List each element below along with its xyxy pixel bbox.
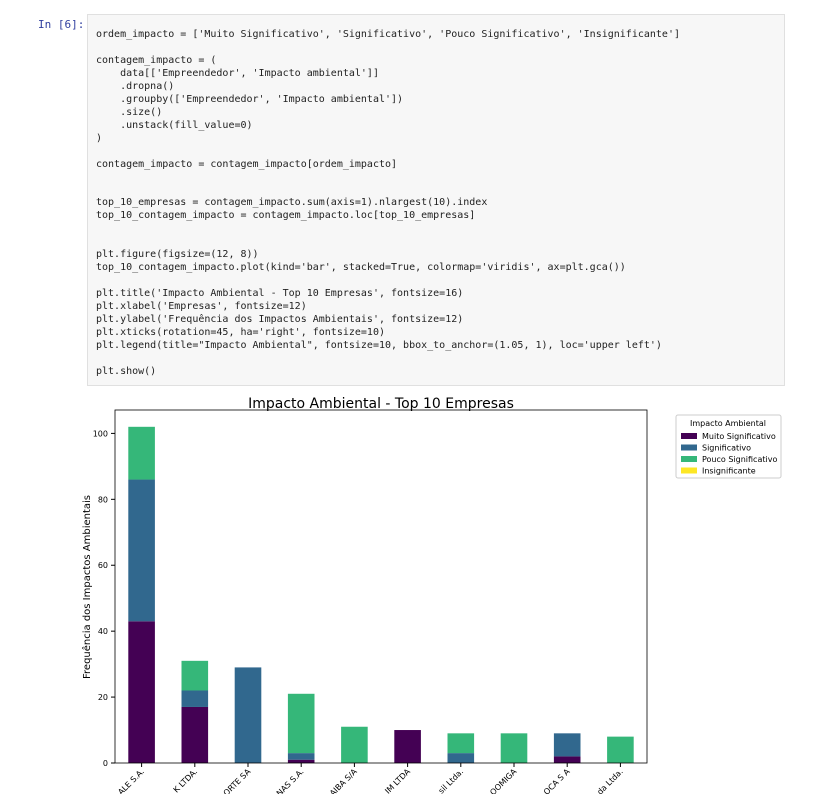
y-tick-label: 60	[98, 561, 108, 570]
legend-swatch	[681, 444, 697, 451]
y-axis-label: Frequência dos Impactos Ambientais	[81, 495, 93, 679]
bar-segment	[341, 726, 368, 763]
bar-segment	[500, 733, 528, 763]
bar-segment	[128, 621, 155, 763]
bar-segment	[394, 730, 421, 763]
x-tick-label: ORTE SA	[222, 767, 253, 794]
bar-segment	[447, 753, 475, 763]
legend-label: Muito Significativo	[702, 432, 776, 441]
x-tick-label: K LTDA.	[172, 767, 200, 794]
y-tick-label: 40	[98, 627, 108, 636]
code-text: ordem_impacto = ['Muito Significativo', …	[96, 29, 680, 377]
legend-swatch	[681, 456, 697, 462]
legend-label: Pouco Significativo	[702, 455, 777, 464]
legend-swatch	[681, 467, 697, 474]
plot-frame	[114, 409, 648, 764]
bar-segment	[287, 693, 315, 754]
bar-segment	[128, 479, 155, 622]
legend-title: Impacto Ambiental	[690, 419, 766, 428]
bar-segment	[447, 733, 475, 754]
y-tick-label: 0	[103, 759, 108, 768]
x-tick-label: OCA S A	[542, 767, 572, 794]
bar-segment	[181, 706, 209, 763]
bar-segment	[287, 759, 315, 763]
bar-segment	[234, 667, 262, 763]
bar-segment	[607, 736, 634, 763]
y-tick-label: 20	[98, 693, 108, 702]
bar-segment	[287, 753, 315, 760]
y-tick-label: 80	[98, 495, 108, 504]
x-tick-label: da Ltda.	[595, 767, 624, 794]
cell-prompt: In [6]:	[38, 18, 85, 31]
legend-box	[675, 414, 782, 479]
x-tick-label: IM LTDA	[383, 767, 412, 794]
legend-swatch	[681, 433, 697, 439]
legend-label: Insignificante	[702, 467, 756, 476]
bar-segment	[553, 733, 581, 757]
bar-segment	[181, 660, 209, 691]
chart-title: Impacto Ambiental - Top 10 Empresas	[248, 396, 514, 412]
bar-segment	[553, 756, 581, 763]
code-cell[interactable]: ordem_impacto = ['Muito Significativo', …	[87, 14, 785, 386]
legend-label: Significativo	[702, 444, 751, 453]
x-tick-label: NAS S.A.	[275, 767, 306, 794]
x-tick-label: AIBA S/A	[328, 767, 359, 794]
x-tick-label: ALE S.A.	[116, 767, 146, 794]
bar-segment	[128, 426, 155, 480]
bar-segment	[181, 690, 209, 707]
y-tick-label: 100	[93, 429, 108, 438]
legend: Impacto Ambiental Muito Significativo Sign…	[675, 414, 782, 479]
x-tick-label: sil Ltda.	[437, 767, 465, 794]
x-tick-label: OOMIGA	[488, 767, 518, 794]
